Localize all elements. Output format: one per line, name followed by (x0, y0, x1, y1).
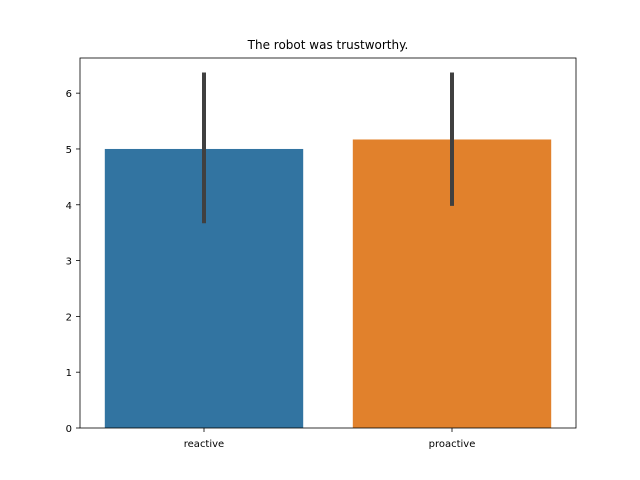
x-tick-label-reactive: reactive (184, 439, 224, 450)
bars-layer (104, 139, 552, 428)
y-tick-label-6: 6 (66, 89, 72, 100)
error-bars-layer (202, 72, 454, 224)
chart-title: The robot was trustworthy. (247, 38, 409, 52)
y-tick-label-5: 5 (66, 145, 72, 156)
x-tick-label-proactive: proactive (429, 439, 476, 450)
y-tick-label-1: 1 (66, 368, 72, 379)
y-tick-label-3: 3 (66, 257, 72, 268)
y-tick-label-2: 2 (66, 312, 72, 323)
plot-frame (79, 57, 577, 429)
y-tick-label-4: 4 (66, 201, 72, 212)
y-tick-label-0: 0 (66, 424, 72, 435)
axes-layer: reactive proactive 0 1 2 3 4 5 6 (66, 57, 577, 450)
